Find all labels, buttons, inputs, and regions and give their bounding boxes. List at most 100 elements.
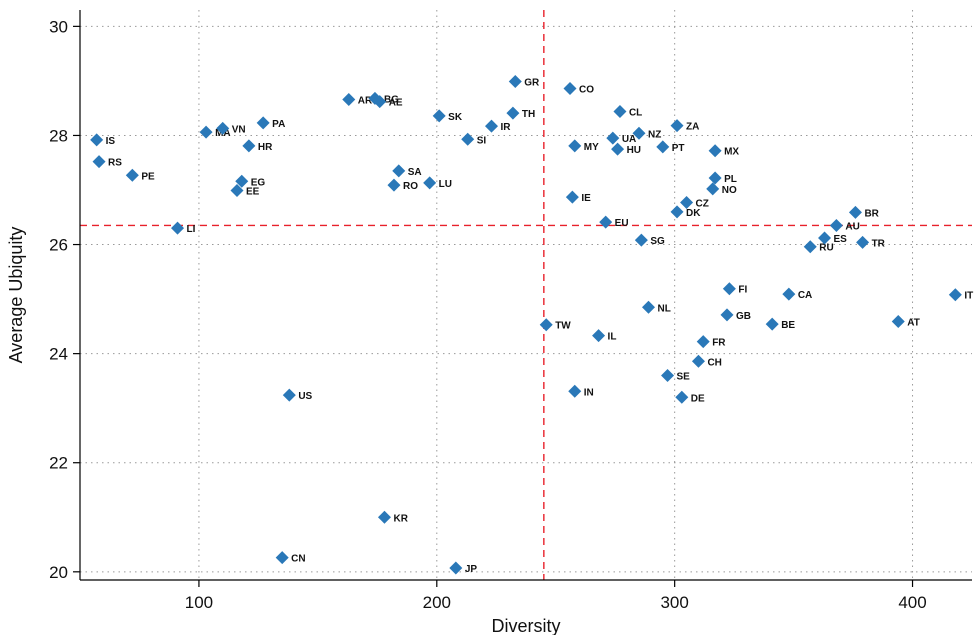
point-ca <box>782 287 796 301</box>
point-nz <box>632 126 646 140</box>
point-es <box>818 231 832 245</box>
point-li <box>171 221 185 235</box>
point-th <box>506 106 520 120</box>
point-cn <box>275 551 289 565</box>
point-label-pt: PT <box>672 143 685 154</box>
point-vn <box>216 121 230 135</box>
point-gr <box>508 74 522 88</box>
point-br <box>848 205 862 219</box>
point-label-ca: CA <box>798 290 812 301</box>
point-label-kr: KR <box>393 513 408 524</box>
point-sg <box>634 233 648 247</box>
x-tick-label: 400 <box>898 593 926 612</box>
point-label-ir: IR <box>501 122 512 133</box>
point-label-sa: SA <box>408 167 422 178</box>
point-label-es: ES <box>834 234 848 245</box>
point-no <box>706 182 720 196</box>
point-co <box>563 82 577 96</box>
point-pe <box>125 168 139 182</box>
point-label-no: NO <box>722 185 737 196</box>
point-de <box>675 390 689 404</box>
point-label-it: IT <box>964 291 973 302</box>
point-ru <box>803 240 817 254</box>
point-label-eg: EG <box>251 177 266 188</box>
point-pl <box>708 171 722 185</box>
point-is <box>90 133 104 147</box>
point-label-ro: RO <box>403 181 418 192</box>
point-label-rs: RS <box>108 158 122 169</box>
y-tick-label: 30 <box>49 17 68 36</box>
y-tick-label: 28 <box>49 126 68 145</box>
point-label-au: AU <box>845 221 859 232</box>
point-label-sg: SG <box>650 236 665 247</box>
point-pt <box>656 140 670 154</box>
point-label-hr: HR <box>258 142 273 153</box>
x-tick-label: 100 <box>185 593 213 612</box>
point-rs <box>92 155 106 169</box>
point-label-tw: TW <box>555 321 571 332</box>
point-label-jp: JP <box>465 564 478 575</box>
point-label-se: SE <box>677 371 691 382</box>
point-label-nz: NZ <box>648 129 661 140</box>
point-fi <box>722 282 736 296</box>
point-ee <box>230 184 244 198</box>
point-label-pl: PL <box>724 174 737 185</box>
point-ar <box>342 92 356 106</box>
point-label-cn: CN <box>291 554 305 565</box>
point-jp <box>449 561 463 575</box>
point-label-ie: IE <box>581 193 591 204</box>
point-il <box>592 329 606 343</box>
point-label-hu: HU <box>627 145 641 156</box>
point-label-fi: FI <box>738 285 747 296</box>
point-label-eu: EU <box>615 218 629 229</box>
point-label-ar: AR <box>358 95 373 106</box>
point-ie <box>565 190 579 204</box>
point-ae <box>373 95 387 109</box>
x-axis-title: Diversity <box>491 616 560 635</box>
point-label-be: BE <box>781 320 795 331</box>
point-hu <box>611 142 625 156</box>
point-sk <box>432 109 446 123</box>
point-label-il: IL <box>608 332 617 343</box>
point-label-li: LI <box>187 224 196 235</box>
point-label-is: IS <box>106 136 116 147</box>
point-label-sk: SK <box>448 112 463 123</box>
point-label-gb: GB <box>736 311 751 322</box>
point-it <box>948 288 962 302</box>
point-pa <box>256 116 270 130</box>
point-ma <box>199 125 213 139</box>
point-label-my: MY <box>584 142 599 153</box>
point-dk <box>670 205 684 219</box>
data-points: ISRSPELIMAVNPAHREGEEUSCNKRARBGAESAROLUSK… <box>90 74 973 575</box>
point-fr <box>696 335 710 349</box>
point-my <box>568 139 582 153</box>
point-label-tr: TR <box>872 238 886 249</box>
point-us <box>282 388 296 402</box>
point-label-ae: AE <box>389 98 403 109</box>
point-label-nl: NL <box>658 303 671 314</box>
y-tick-label: 24 <box>49 345 68 364</box>
point-ro <box>387 178 401 192</box>
point-label-ua: UA <box>622 134 636 145</box>
point-ua <box>606 131 620 145</box>
point-label-br: BR <box>864 208 879 219</box>
point-lu <box>423 176 437 190</box>
axes: 100 200 300 400 20 22 24 26 28 30 <box>49 10 972 612</box>
point-mx <box>708 144 722 158</box>
grid <box>80 10 972 580</box>
y-axis-title: Average Ubiquity <box>6 227 26 364</box>
point-be <box>765 317 779 331</box>
point-label-ee: EE <box>246 187 260 198</box>
point-label-th: TH <box>522 109 535 120</box>
point-si <box>461 132 475 146</box>
point-label-co: CO <box>579 85 594 96</box>
point-sa <box>392 164 406 178</box>
point-label-pe: PE <box>141 171 155 182</box>
point-label-at: AT <box>907 317 920 328</box>
point-tw <box>539 318 553 332</box>
point-label-cl: CL <box>629 107 642 118</box>
point-eu <box>599 215 613 229</box>
y-tick-label: 20 <box>49 563 68 582</box>
